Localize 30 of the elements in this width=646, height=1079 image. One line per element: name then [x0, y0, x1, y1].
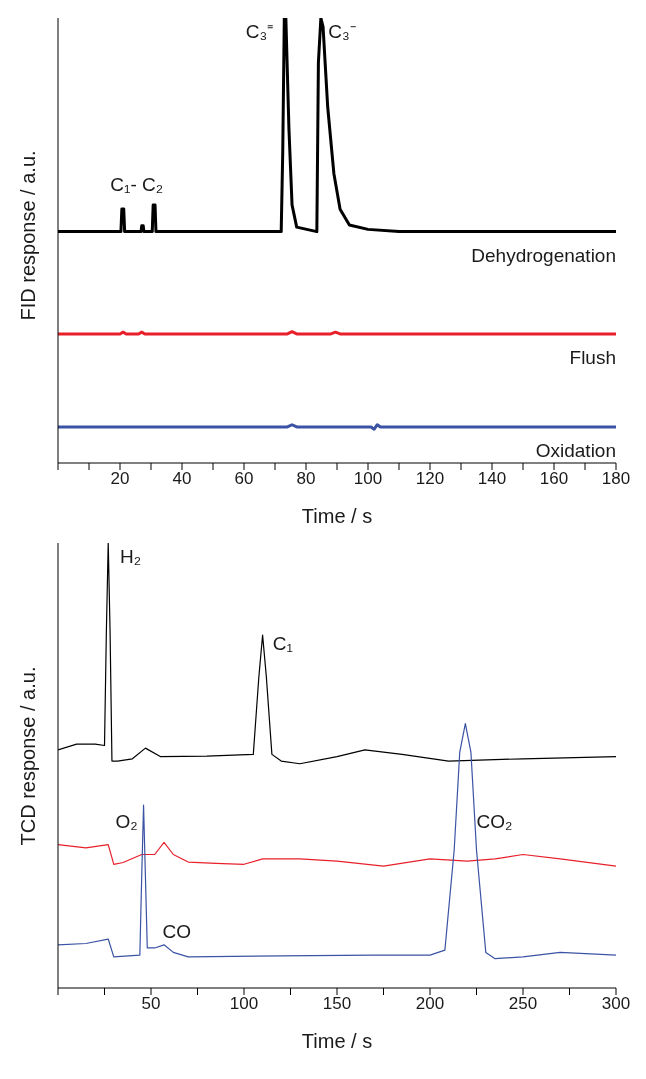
x-tick-label: 60	[234, 469, 254, 489]
x-tick-label: 20	[110, 469, 130, 489]
annotation: CO₂	[476, 810, 513, 832]
series-label: Flush	[569, 346, 616, 368]
x-tick-label: 250	[508, 994, 538, 1014]
x-tick-label: 200	[415, 994, 445, 1014]
annotation: O₂	[115, 810, 138, 832]
annotation: C₁- C₂	[110, 173, 164, 195]
x-tick-label: 140	[477, 469, 507, 489]
x-axis-title: Time / s	[301, 1030, 373, 1052]
x-axis-title: Time / s	[301, 505, 373, 527]
x-tick-label: 40	[172, 469, 192, 489]
x-tick-label: 100	[353, 469, 383, 489]
x-tick-label: 50	[141, 994, 161, 1014]
annotation: H₂	[119, 546, 142, 568]
x-tick-label: 80	[296, 469, 316, 489]
series-label: Dehydrogenation	[471, 244, 616, 266]
y-axis-title: FID response / a.u.	[17, 150, 40, 321]
x-tick-label: 100	[229, 994, 259, 1014]
x-tick-label: 300	[601, 994, 631, 1014]
annotation: C₁	[272, 633, 293, 655]
annotation: C₃⁼	[245, 21, 274, 43]
x-tick-label: 180	[601, 469, 631, 489]
annotation: CO	[162, 920, 192, 942]
annotation: C₃⁻	[328, 21, 356, 43]
x-tick-label: 150	[322, 994, 352, 1014]
x-tick-label: 120	[415, 469, 445, 489]
y-axis-title: TCD response / a.u.	[17, 666, 40, 846]
series-label: Oxidation	[535, 439, 616, 461]
x-tick-label: 160	[539, 469, 569, 489]
